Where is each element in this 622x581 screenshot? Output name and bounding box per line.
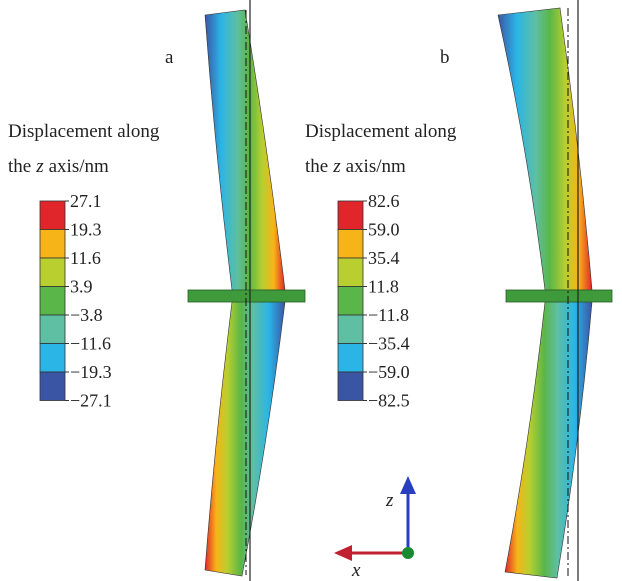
legend-label: 35.4 (368, 248, 400, 268)
legend-swatch (338, 287, 363, 316)
legend-label: 19.3 (70, 220, 102, 240)
axis-label-x: x (351, 560, 361, 581)
legend-swatch (338, 315, 363, 344)
legend-label: −11.6 (70, 334, 111, 354)
legend-label: 59.0 (368, 220, 400, 240)
legend-swatch (40, 230, 65, 259)
legend-label: −19.3 (70, 362, 112, 382)
legend-title: Displacement along (8, 121, 160, 142)
legend-swatch (338, 258, 363, 287)
legend-title-prefix: the (305, 156, 328, 177)
legend-swatch (40, 315, 65, 344)
legend-swatch (40, 201, 65, 230)
legend-swatch (338, 230, 363, 259)
legend-swatch (338, 201, 363, 230)
legend-swatch (40, 287, 65, 316)
axis-label-z: z (385, 490, 394, 511)
legend-label: −11.8 (368, 305, 409, 325)
legend-swatch (338, 372, 363, 401)
legend-label: −35.4 (368, 334, 410, 354)
legend-swatch (40, 258, 65, 287)
legend-swatch (40, 344, 65, 373)
legend-label: −82.5 (368, 391, 410, 411)
legend-label: 3.9 (70, 277, 93, 297)
legend-label: 11.6 (70, 248, 101, 268)
legend-swatch (40, 372, 65, 401)
beam-b (498, 0, 612, 581)
legend-label: 82.6 (368, 191, 400, 211)
legend-label: −59.0 (368, 362, 410, 382)
legend-title-suffix: axis/nm (346, 156, 406, 177)
panel-label: a (165, 47, 174, 68)
legend-label: 27.1 (70, 191, 102, 211)
legend-title: Displacement along (305, 121, 457, 142)
legend-title-var: z (332, 156, 341, 177)
beam-a (188, 0, 305, 581)
legend-title-suffix: axis/nm (49, 156, 109, 177)
legend-label: 11.8 (368, 277, 399, 297)
legend-swatch (338, 344, 363, 373)
panel-label: b (440, 47, 450, 68)
legend-title-prefix: the (8, 156, 31, 177)
legend-label: −3.8 (70, 305, 103, 325)
figure: z x aDisplacement alongthezaxis/nm27.119… (0, 0, 622, 581)
axis-triad: z x (334, 476, 416, 581)
legend-label: −27.1 (70, 391, 112, 411)
legend-title-var: z (35, 156, 44, 177)
